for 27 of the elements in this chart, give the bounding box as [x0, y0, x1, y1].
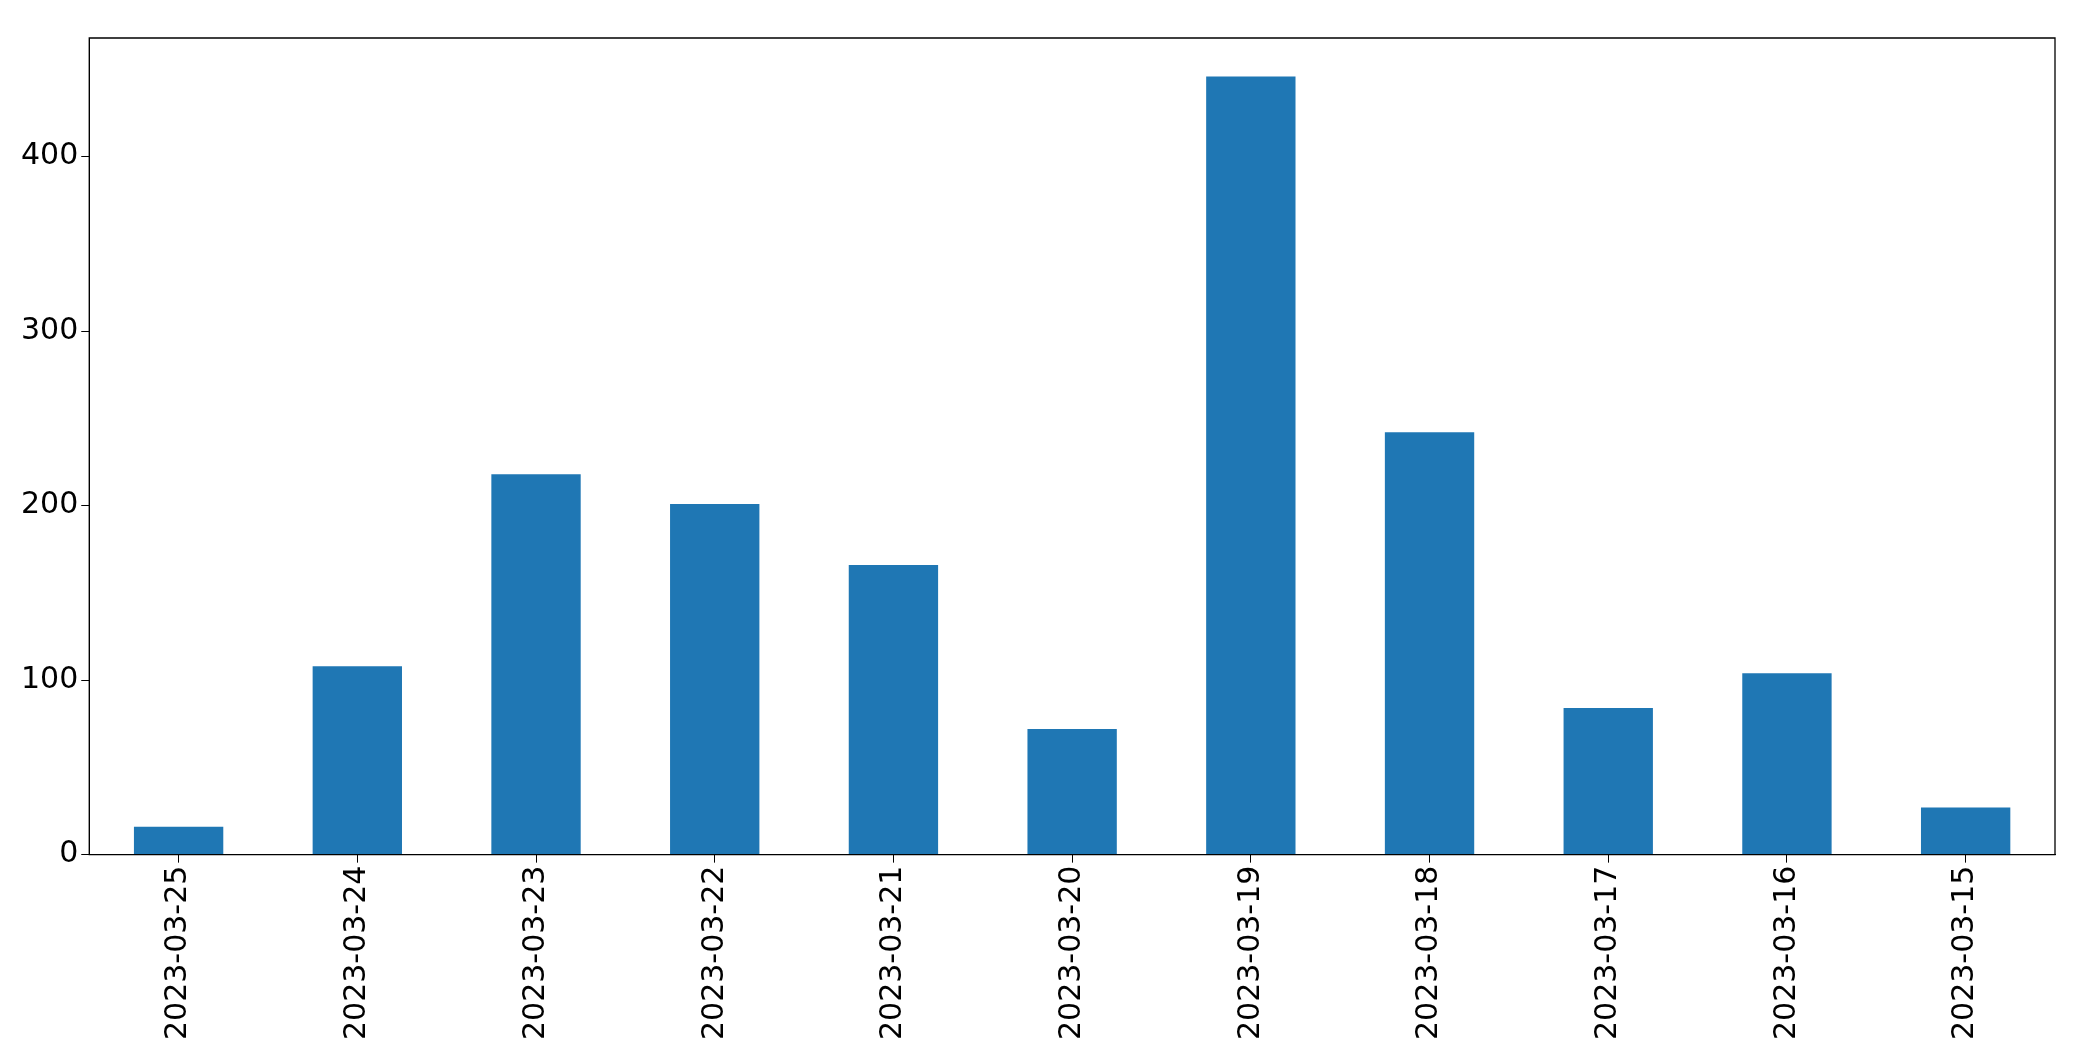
y-tick-label: 300	[21, 310, 79, 346]
bar	[491, 474, 581, 855]
x-tick-label: 2023-03-19	[1230, 865, 1266, 1041]
y-tick-label: 100	[21, 659, 79, 695]
x-tick-label: 2023-03-25	[158, 865, 194, 1041]
bar	[1384, 432, 1475, 855]
bar	[1206, 76, 1296, 855]
bar	[670, 503, 760, 855]
bar	[133, 826, 224, 855]
x-tick-label: 2023-03-16	[1766, 865, 1802, 1041]
x-tick-label: 2023-03-24	[337, 865, 373, 1041]
bar	[848, 564, 939, 855]
x-tick-label: 2023-03-17	[1588, 865, 1624, 1041]
y-tick-label: 200	[21, 485, 79, 521]
bar	[1563, 708, 1653, 855]
bar	[1027, 729, 1117, 855]
bar	[1742, 673, 1832, 855]
x-tick-label: 2023-03-22	[694, 865, 730, 1041]
y-tick-label: 0	[59, 834, 79, 870]
x-tick-label: 2023-03-18	[1409, 865, 1445, 1041]
x-tick-label: 2023-03-21	[873, 865, 909, 1041]
x-tick-label: 2023-03-15	[1945, 865, 1981, 1041]
x-tick-label: 2023-03-20	[1051, 865, 1087, 1041]
y-tick-label: 400	[21, 136, 79, 172]
bar	[312, 666, 402, 855]
bar	[1920, 807, 2011, 855]
x-tick-label: 2023-03-23	[515, 865, 551, 1041]
